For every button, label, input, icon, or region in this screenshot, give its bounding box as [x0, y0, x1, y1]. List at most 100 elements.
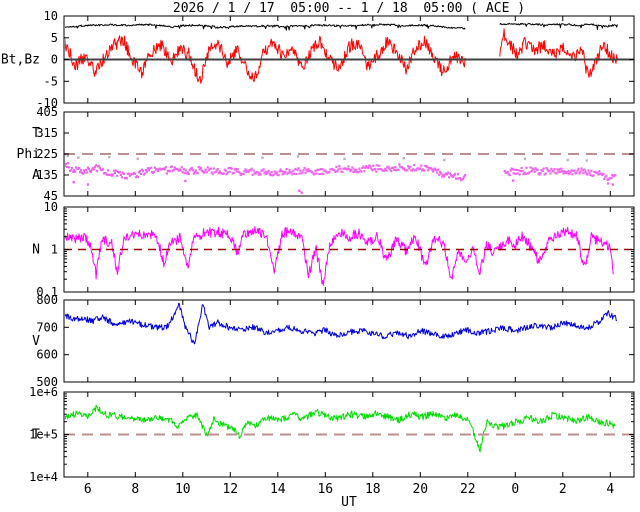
data-point-phi — [83, 171, 87, 174]
data-point-phi — [427, 169, 430, 172]
data-point-phi — [164, 166, 167, 169]
data-point-phi — [324, 169, 327, 172]
data-point-phi — [182, 168, 185, 171]
data-point-phi — [369, 165, 372, 168]
data-point-phi — [538, 173, 541, 176]
data-point-phi — [118, 170, 122, 174]
data-point-phi — [352, 170, 355, 174]
data-point-phi — [288, 169, 291, 172]
data-point-phi — [426, 166, 429, 169]
data-point-phi — [387, 165, 390, 168]
y-tick-label: 800 — [36, 293, 58, 307]
data-point-phi — [503, 169, 506, 173]
data-point-phi — [370, 167, 373, 170]
data-point-phi — [155, 167, 158, 170]
data-point-phi — [582, 172, 585, 175]
data-point-phi — [215, 169, 218, 172]
y-tick-label: 1e+4 — [29, 470, 58, 484]
data-point-phi — [353, 168, 356, 171]
data-point-phi — [440, 172, 443, 175]
data-point-phi — [84, 168, 88, 171]
panel-v-series — [65, 302, 618, 345]
data-point-phi — [339, 167, 342, 170]
data-point-phi — [222, 172, 225, 175]
data-point-phi — [145, 170, 148, 174]
data-point-phi-secondary — [77, 156, 80, 159]
x-tick-label: 18 — [365, 482, 381, 497]
data-point-phi — [334, 170, 337, 174]
data-point-phi — [362, 165, 365, 168]
data-point-phi — [85, 171, 89, 174]
data-point-phi — [589, 173, 592, 177]
data-point-phi — [243, 170, 246, 173]
data-point-phi — [101, 168, 105, 171]
y-tick-label: 700 — [36, 320, 58, 334]
data-point-phi — [419, 167, 422, 170]
data-point-phi — [70, 169, 73, 172]
data-point-phi — [110, 174, 114, 177]
panel-t-series — [65, 404, 616, 453]
data-point-phi — [73, 169, 76, 172]
data-point-phi — [105, 173, 109, 176]
data-point-phi — [576, 169, 579, 172]
data-point-phi — [131, 173, 134, 176]
data-point-phi — [600, 172, 603, 175]
data-point-phi — [536, 168, 539, 171]
data-point-phi — [214, 170, 217, 174]
data-point-phi — [307, 168, 310, 171]
data-point-phi — [541, 169, 544, 173]
data-point-phi — [181, 171, 184, 174]
x-tick-label: 6 — [84, 482, 92, 497]
panel-n: 10 1 0.1 N — [32, 200, 635, 299]
y-tick-label: 135 — [36, 168, 58, 182]
data-point-phi — [206, 166, 209, 169]
data-point-phi-outliers — [86, 183, 90, 186]
data-point-phi — [539, 172, 542, 175]
data-point-phi — [569, 170, 572, 174]
data-point-phi — [267, 169, 270, 172]
y-tick-label: 10 — [44, 200, 58, 214]
data-point-phi — [263, 172, 266, 175]
data-point-phi — [389, 168, 392, 171]
data-point-phi — [415, 169, 418, 172]
data-point-phi — [232, 171, 235, 174]
data-point-phi — [198, 168, 201, 171]
data-point-phi — [65, 160, 66, 163]
data-point-phi — [192, 172, 195, 175]
y-tick-label: 1e+5 — [29, 428, 58, 442]
data-point-phi — [225, 173, 228, 176]
data-point-phi — [411, 169, 414, 172]
data-point-phi — [168, 170, 171, 173]
data-point-phi — [285, 168, 288, 171]
data-point-phi — [456, 177, 459, 180]
data-point-phi — [545, 166, 548, 170]
data-point-phi — [210, 171, 213, 174]
data-point-phi — [374, 167, 377, 170]
data-point-phi — [534, 167, 537, 170]
data-point-phi — [610, 176, 613, 179]
data-point-phi — [439, 171, 442, 174]
data-point-phi — [436, 171, 439, 174]
data-point-phi — [190, 167, 193, 170]
data-point-phi — [216, 168, 219, 171]
data-point-phi — [137, 171, 140, 174]
data-point-phi-outliers — [511, 179, 515, 182]
data-point-phi — [199, 166, 202, 169]
data-point-phi — [149, 166, 152, 169]
data-point-phi — [141, 170, 144, 173]
data-point-phi — [384, 167, 387, 170]
data-point-phi — [588, 171, 591, 174]
data-point-phi — [244, 168, 247, 171]
data-point-phi — [152, 170, 155, 173]
data-point-phi — [143, 172, 146, 175]
y-tick-label: 1 — [51, 243, 58, 257]
data-point-phi — [459, 176, 462, 180]
data-point-phi — [147, 169, 150, 172]
data-point-phi — [92, 168, 96, 171]
data-point-phi — [570, 169, 573, 172]
data-point-phi — [575, 171, 578, 175]
series-v — [65, 302, 618, 345]
data-point-phi — [378, 164, 381, 167]
data-point-phi-outliers — [298, 189, 301, 192]
data-point-phi — [270, 170, 273, 174]
